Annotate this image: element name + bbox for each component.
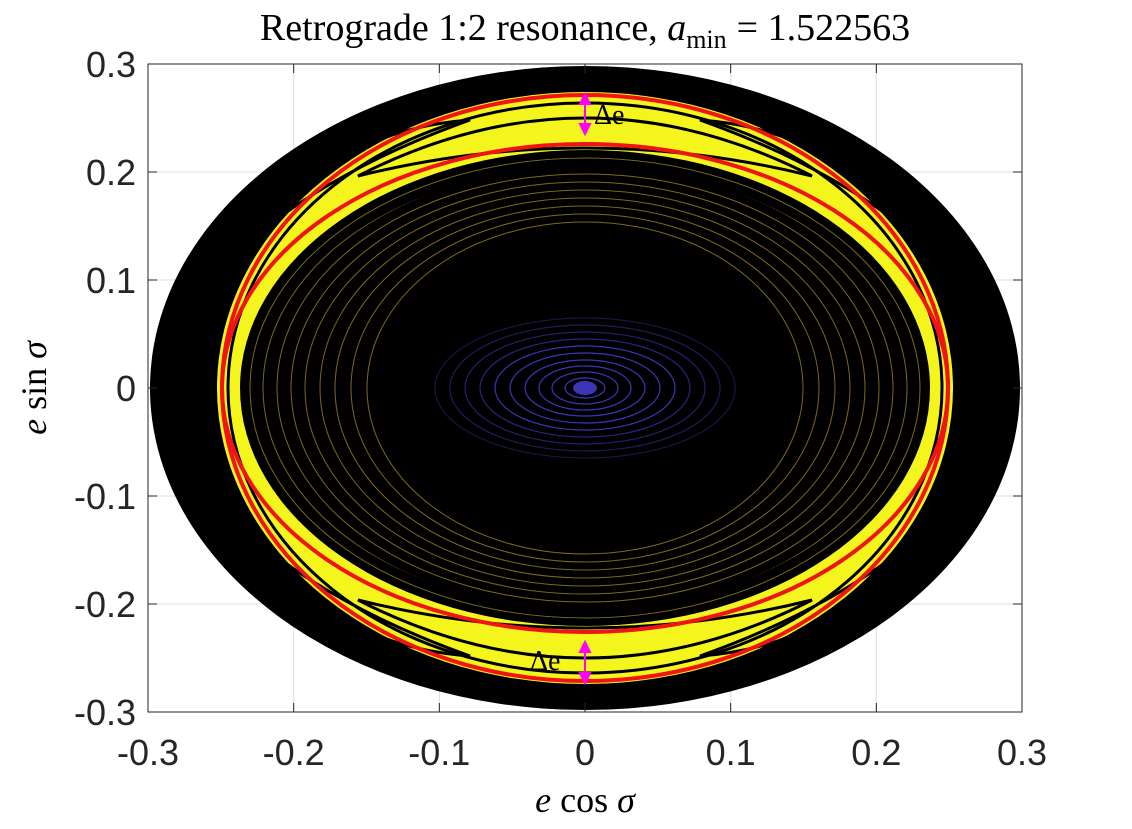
annotation: Δe [530,646,560,677]
separatrix [220,93,951,683]
width-arrows [578,91,592,686]
x-tick-label: 0.1 [706,732,756,773]
x-axis-label: e cos σ [535,780,636,820]
y-label-variable: σ [14,340,54,359]
y-tick-label: 0.1 [86,260,136,301]
x-tick-label: -0.2 [263,732,325,773]
y-tick-label: 0 [116,368,136,409]
annotation: Δe [594,100,624,131]
center [573,381,597,395]
x-tick-label: -0.3 [117,732,179,773]
title-value: = 1.522563 [737,7,910,49]
y-tick-label: 0.2 [86,152,136,193]
contour-field [150,66,1020,710]
x-label-symbol: e [535,780,551,820]
x-tick-label: 0.3 [997,732,1047,773]
y-tick-label: 0.3 [86,44,136,85]
y-axis-label: e sin σ [14,340,54,435]
x-tick-label: 0.2 [851,732,901,773]
x-label-function: cos [560,780,608,820]
ticks: -0.3 -0.2 -0.1 0 0.1 0.2 0.3 -0.3 -0.2 -0.1 0 0.1 0.… [74,44,1047,773]
title-subscript: min [686,25,726,54]
y-tick-label: -0.1 [74,476,136,517]
title-text: Retrograde 1:2 resonance, [260,7,658,49]
x-tick-label: -0.1 [408,732,470,773]
x-tick-label: 0 [575,732,595,773]
y-label-symbol: e [14,419,54,435]
y-label-function: sin [14,368,54,410]
chart-title: Retrograde 1:2 resonance, amin = 1.522563 [260,7,910,54]
y-tick-label: -0.2 [74,584,136,625]
center-contours [434,317,736,459]
x-label-variable: σ [617,780,636,820]
title-symbol: a [667,7,686,49]
y-tick-label: -0.3 [74,692,136,733]
